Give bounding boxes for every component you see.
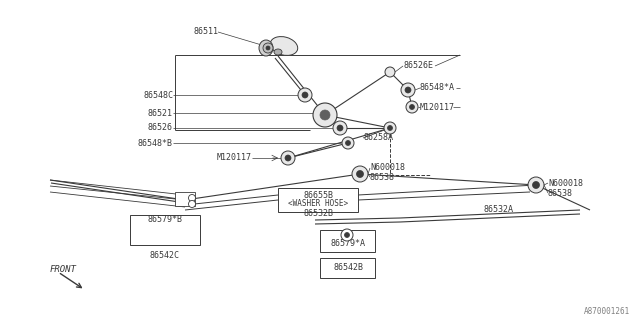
Text: 86526E: 86526E xyxy=(403,61,433,70)
Text: FRONT: FRONT xyxy=(50,266,77,275)
Text: <WASHER HOSE>: <WASHER HOSE> xyxy=(288,199,348,209)
Circle shape xyxy=(189,195,195,202)
Text: 86548C: 86548C xyxy=(143,91,173,100)
Bar xyxy=(320,230,375,252)
Circle shape xyxy=(302,92,308,98)
Text: 86548*B: 86548*B xyxy=(138,139,173,148)
Circle shape xyxy=(263,43,273,53)
Circle shape xyxy=(401,83,415,97)
Circle shape xyxy=(387,125,392,131)
Circle shape xyxy=(189,201,195,207)
Circle shape xyxy=(384,122,396,134)
Text: 86521: 86521 xyxy=(148,108,173,117)
Circle shape xyxy=(406,101,418,113)
Circle shape xyxy=(410,105,415,109)
Text: 86542C: 86542C xyxy=(150,252,180,260)
Circle shape xyxy=(405,87,411,93)
Circle shape xyxy=(281,151,295,165)
Text: 86548*A: 86548*A xyxy=(420,84,455,92)
Text: 86538: 86538 xyxy=(370,172,395,181)
Text: 86655B: 86655B xyxy=(303,191,333,201)
Bar xyxy=(175,192,195,206)
Text: 86538: 86538 xyxy=(548,188,573,197)
Bar xyxy=(278,188,358,212)
Circle shape xyxy=(266,46,270,50)
Circle shape xyxy=(298,88,312,102)
Text: 86579*B: 86579*B xyxy=(147,215,182,225)
Bar xyxy=(130,215,200,245)
Circle shape xyxy=(346,140,351,146)
Text: 86258A: 86258A xyxy=(363,133,393,142)
Bar xyxy=(320,258,375,278)
Ellipse shape xyxy=(270,36,298,55)
Circle shape xyxy=(313,103,337,127)
Text: M120117: M120117 xyxy=(420,102,455,111)
Circle shape xyxy=(320,110,330,120)
Text: A870001261: A870001261 xyxy=(584,308,630,316)
Circle shape xyxy=(352,166,368,182)
Circle shape xyxy=(341,229,353,241)
Circle shape xyxy=(344,233,349,237)
Text: 86526: 86526 xyxy=(148,124,173,132)
Circle shape xyxy=(333,121,347,135)
Text: N600018: N600018 xyxy=(548,179,583,188)
Ellipse shape xyxy=(274,49,282,55)
Text: 86511: 86511 xyxy=(193,28,218,36)
Text: N600018: N600018 xyxy=(370,164,405,172)
Text: 86532A: 86532A xyxy=(484,205,514,214)
Circle shape xyxy=(356,171,364,178)
Text: M120117: M120117 xyxy=(217,154,252,163)
Circle shape xyxy=(337,125,343,131)
Ellipse shape xyxy=(259,40,273,56)
Circle shape xyxy=(342,137,354,149)
Circle shape xyxy=(285,155,291,161)
Text: 86579*A: 86579*A xyxy=(330,238,365,247)
Circle shape xyxy=(385,67,395,77)
Text: 86542B: 86542B xyxy=(333,263,363,273)
Circle shape xyxy=(528,177,544,193)
Circle shape xyxy=(532,181,540,188)
Text: 86532B: 86532B xyxy=(303,210,333,219)
